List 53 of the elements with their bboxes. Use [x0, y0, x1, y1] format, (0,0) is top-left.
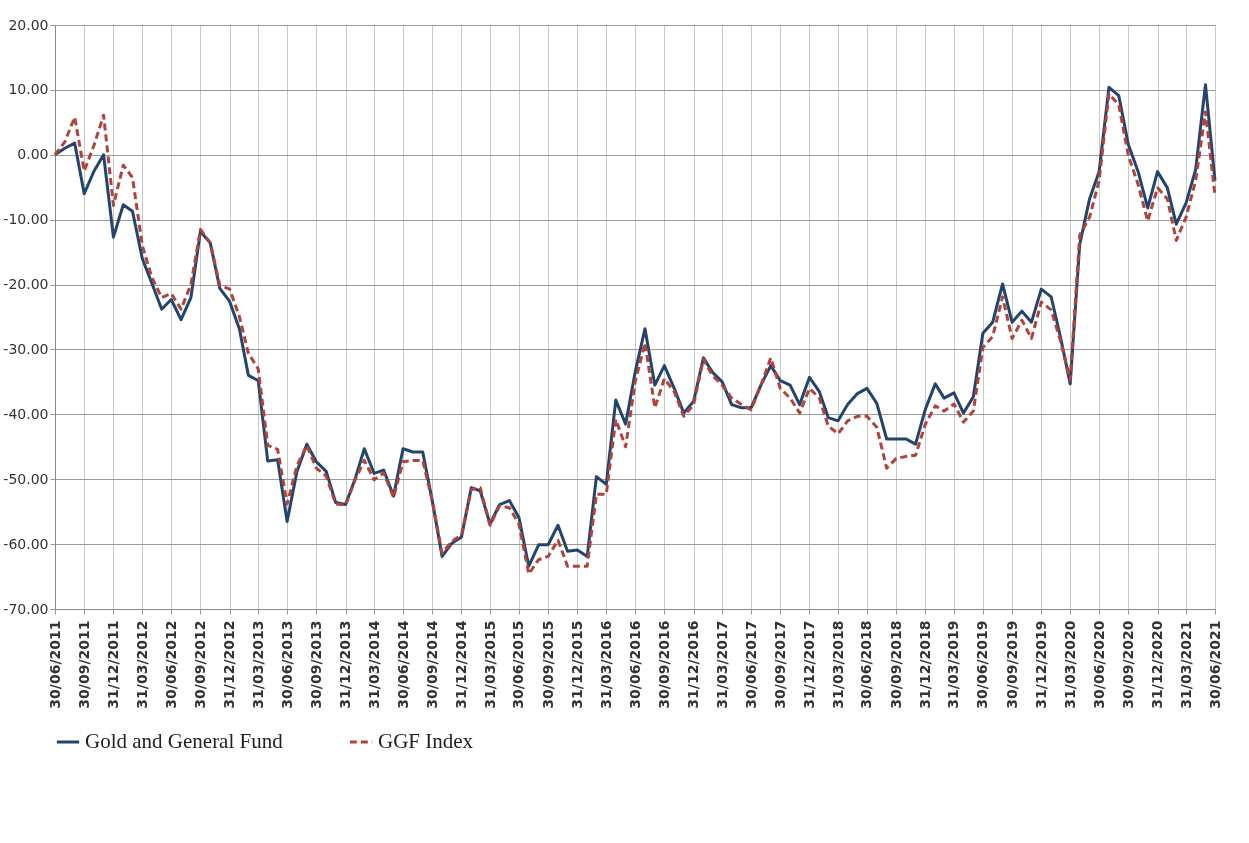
x-tick-label: 31/12/2015: [568, 620, 585, 709]
x-tick-label: 30/06/2019: [974, 620, 991, 709]
x-tick-label: 30/09/2011: [75, 620, 92, 709]
x-tick-label: 30/06/2011: [46, 620, 63, 709]
x-tick-label: 31/03/2012: [133, 620, 150, 709]
y-tick-label: -50.00: [3, 470, 49, 487]
x-tick-label: 31/03/2017: [713, 620, 730, 709]
x-tick-label: 30/06/2020: [1090, 620, 1107, 709]
y-tick-label: 20.00: [8, 16, 49, 33]
x-tick-label: 30/09/2014: [423, 620, 440, 709]
x-tick-label: 31/03/2020: [1061, 620, 1078, 709]
x-tick-label: 30/09/2016: [655, 620, 672, 709]
x-tick-label: 31/03/2016: [597, 620, 614, 709]
x-tick-label: 30/09/2017: [771, 620, 788, 709]
x-tick-label: 30/06/2013: [278, 620, 295, 709]
x-tick-label: 30/09/2018: [887, 620, 904, 709]
legend-label: GGF Index: [378, 729, 474, 753]
x-tick-label: 31/12/2013: [337, 620, 354, 709]
x-tick-label: 31/03/2019: [945, 620, 962, 709]
x-tick-label: 31/12/2017: [800, 620, 817, 709]
x-tick-label: 30/09/2013: [307, 620, 324, 709]
x-tick-label: 30/06/2014: [394, 620, 411, 709]
x-tick-label: 31/03/2015: [481, 620, 498, 709]
x-tick-label: 30/09/2012: [191, 620, 208, 709]
x-tick-label: 31/03/2014: [365, 620, 382, 709]
x-tick-label: 30/06/2018: [858, 620, 875, 709]
x-tick-label: 31/12/2012: [221, 620, 238, 709]
x-tick-label: 31/03/2013: [249, 620, 266, 709]
x-tick-label: 30/09/2020: [1119, 620, 1136, 709]
x-tick-label: 31/12/2020: [1149, 620, 1166, 709]
y-tick-label: -40.00: [3, 405, 49, 422]
x-tick-label: 30/09/2015: [539, 620, 556, 709]
x-tick-label: 30/06/2017: [742, 620, 759, 709]
x-tick-label: 30/06/2021: [1206, 620, 1223, 709]
x-tick-label: 30/09/2019: [1003, 620, 1020, 709]
y-tick-label: -70.00: [3, 600, 49, 617]
y-tick-label: -10.00: [3, 211, 49, 228]
x-tick-label: 31/12/2011: [104, 620, 121, 709]
x-tick-label: 31/03/2021: [1177, 620, 1194, 709]
x-tick-label: 30/06/2012: [162, 620, 179, 709]
x-tick-label: 31/12/2019: [1032, 620, 1049, 709]
y-tick-label: -30.00: [3, 340, 49, 357]
x-tick-label: 30/06/2016: [626, 620, 643, 709]
x-tick-label: 31/12/2014: [452, 620, 469, 709]
y-tick-label: -20.00: [3, 276, 49, 293]
x-tick-label: 31/12/2016: [685, 620, 702, 709]
y-tick-label: 10.00: [8, 81, 49, 98]
x-tick-label: 31/03/2018: [829, 620, 846, 709]
x-tick-label: 30/06/2015: [510, 620, 527, 709]
y-tick-label: 0.00: [17, 146, 49, 163]
x-tick-label: 31/12/2018: [916, 620, 933, 709]
y-tick-label: -60.00: [3, 535, 49, 552]
legend-label: Gold and General Fund: [85, 729, 284, 753]
